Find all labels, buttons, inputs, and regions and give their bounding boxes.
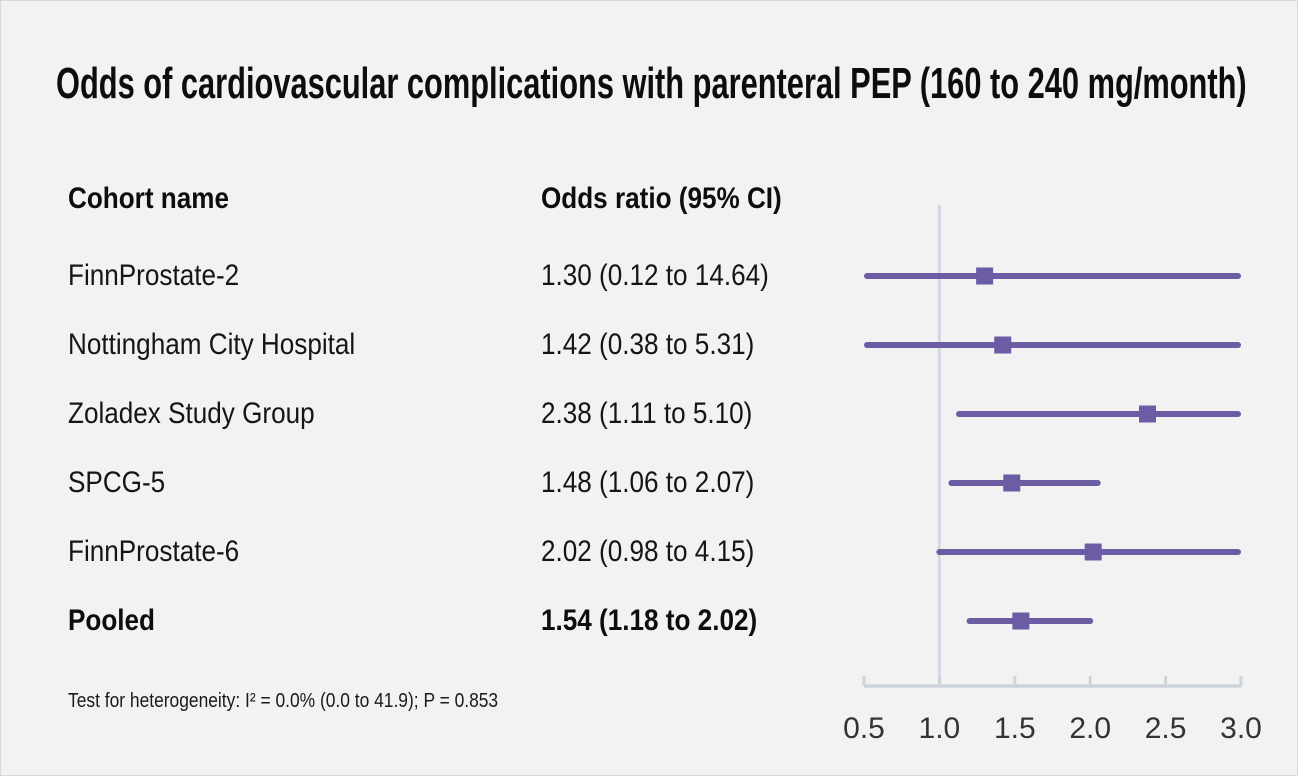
- or-marker: [1003, 474, 1021, 492]
- x-axis-tick-label: 2.5: [1145, 712, 1187, 745]
- ci-bar: [864, 273, 1241, 279]
- odds-ratio-value: 2.02 (0.98 to 4.15): [541, 535, 755, 568]
- x-axis-tick-label: 0.5: [843, 712, 885, 745]
- or-marker: [1084, 543, 1102, 561]
- ci-bar: [948, 480, 1101, 486]
- ci-bar-pooled: [966, 618, 1094, 624]
- or-marker: [994, 336, 1012, 354]
- figure-title: Odds of cardiovascular complications wit…: [56, 59, 1247, 108]
- x-axis-tick-label: 1.0: [919, 712, 961, 745]
- x-axis-tick-label: 1.5: [994, 712, 1036, 745]
- column-header-cohort-name: Cohort name: [68, 182, 229, 215]
- forest-plot-canvas: 0.5 1.0 1.5 2.0 2.5 3.0: [843, 205, 1262, 745]
- cohort-name-pooled: Pooled: [68, 604, 156, 637]
- x-axis-tick-label: 2.0: [1069, 712, 1111, 745]
- heterogeneity-note: Test for heterogeneity: I² = 0.0% (0.0 t…: [68, 690, 499, 712]
- x-axis-tick-label: 3.0: [1220, 712, 1262, 745]
- or-marker-pooled: [1012, 612, 1030, 630]
- odds-ratio-value: 1.30 (0.12 to 14.64): [541, 259, 769, 292]
- odds-ratio-value: 2.38 (1.11 to 5.10): [541, 397, 753, 430]
- odds-ratio-value-pooled: 1.54 (1.18 to 2.02): [541, 604, 758, 637]
- column-header-odds-ratio: Odds ratio (95% CI): [541, 182, 782, 215]
- cohort-name: FinnProstate-6: [68, 535, 240, 568]
- cohort-name: SPCG-5: [68, 466, 166, 499]
- cohort-name: FinnProstate-2: [68, 259, 240, 292]
- or-marker: [1139, 405, 1157, 423]
- odds-ratio-value: 1.48 (1.06 to 2.07): [541, 466, 755, 499]
- cohort-name: Nottingham City Hospital: [68, 328, 356, 361]
- or-marker: [976, 267, 994, 285]
- cohort-name: Zoladex Study Group: [68, 397, 315, 430]
- odds-ratio-value: 1.42 (0.38 to 5.31): [541, 328, 755, 361]
- ci-bar: [864, 342, 1241, 348]
- ci-bar: [955, 411, 1241, 417]
